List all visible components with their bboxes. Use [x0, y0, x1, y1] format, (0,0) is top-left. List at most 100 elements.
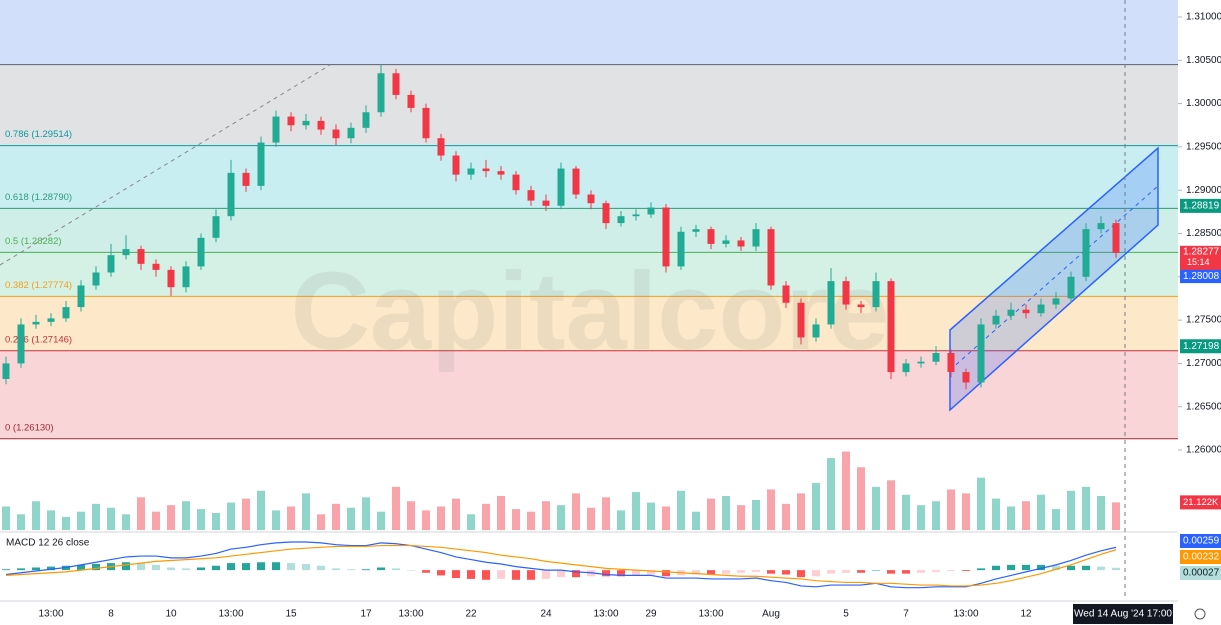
candle-body: [377, 73, 385, 113]
volume-bar: [17, 514, 25, 530]
macd-histogram: [212, 565, 220, 571]
fib-zone: [0, 252, 1178, 297]
candle-body: [1067, 276, 1075, 299]
macd-histogram: [407, 570, 415, 571]
macd-histogram: [32, 567, 40, 571]
fib-label: 0 (1.26130): [5, 422, 54, 433]
macd-histogram: [272, 562, 280, 571]
price-tag: [1180, 339, 1221, 354]
candle-body: [1112, 223, 1120, 253]
volume-bar: [182, 501, 190, 530]
macd-histogram: [842, 570, 850, 573]
crosshair-label: Wed 14 Aug '24 17:00: [1074, 609, 1172, 620]
candle-body: [32, 321, 40, 325]
volume-bar: [527, 511, 535, 530]
volume-bar: [1097, 496, 1105, 530]
volume-bar: [557, 505, 565, 530]
macd-histogram: [722, 570, 730, 574]
trend-line: [0, 64, 331, 266]
volume-bar: [1037, 494, 1045, 530]
macd-histogram: [317, 565, 325, 571]
macd-histogram: [92, 563, 100, 571]
x-tick-label: 7: [903, 609, 909, 620]
volume-bar: [692, 511, 700, 530]
macd-histogram: [707, 570, 715, 575]
volume-bar: [332, 503, 340, 530]
volume-bar: [992, 498, 1000, 530]
macd-histogram: [887, 570, 895, 574]
price-tag: [1180, 198, 1221, 213]
macd-histogram: [812, 570, 820, 577]
volume-bar: [77, 511, 85, 530]
macd-histogram: [167, 567, 175, 571]
volume-bar: [617, 510, 625, 530]
macd-histogram: [557, 570, 565, 578]
candle-body: [227, 172, 235, 217]
macd-histogram: [347, 569, 355, 571]
volume-bar: [647, 502, 655, 530]
fib-zone: [0, 64, 1178, 146]
volume-bar: [812, 482, 820, 530]
fib-label: 0.618 (1.28790): [5, 192, 72, 203]
candle-body: [2, 363, 10, 380]
candle-body: [677, 231, 685, 267]
macd-histogram: [422, 570, 430, 573]
fib-zones: 0.786 (1.29514) 0.618 (1.28790) 0.5 (1.282…: [0, 0, 1178, 440]
candle-body: [302, 120, 310, 126]
macd-histogram: [287, 563, 295, 571]
candle-body: [107, 255, 115, 273]
candle-body: [752, 229, 760, 247]
x-tick-label: 13:00: [398, 609, 423, 620]
volume-bar: [797, 493, 805, 530]
volume-bar: [782, 503, 790, 530]
volume-bar: [242, 498, 250, 530]
macd-histogram: [497, 570, 505, 579]
candle-body: [797, 302, 805, 338]
macd-histogram: [1097, 566, 1105, 571]
macd-tag: [1180, 534, 1221, 548]
macd-histogram: [647, 570, 655, 575]
candle-body: [1082, 229, 1090, 277]
candle-body: [587, 194, 595, 204]
volume-bar: [437, 506, 445, 530]
x-tick-label: 8: [108, 609, 114, 620]
candle-body: [872, 281, 880, 308]
macd-histogram: [1082, 565, 1090, 571]
macd-histogram: [542, 570, 550, 579]
macd-histogram: [482, 570, 490, 580]
fib-zone: [0, 208, 1178, 253]
x-tick-label: 12: [1020, 609, 1032, 620]
candle-body: [512, 174, 520, 191]
candle-body: [482, 168, 490, 172]
volume-bar: [212, 513, 220, 530]
y-tick-label: 1.27000: [1186, 358, 1221, 369]
volume-bar: [422, 510, 430, 530]
x-tick-label: 22: [465, 609, 477, 620]
candle-body: [1007, 309, 1015, 316]
macd-histogram: [17, 568, 25, 571]
macd-histogram: [797, 570, 805, 578]
macd-tag: [1180, 566, 1221, 580]
settings-icon[interactable]: [1194, 608, 1206, 620]
macd-histogram: [2, 569, 10, 571]
volume-bar: [707, 498, 715, 530]
volume-bar: [257, 490, 265, 530]
macd-histogram: [257, 562, 265, 571]
macd-histogram: [1112, 567, 1120, 571]
y-tick-label: 1.27500: [1186, 315, 1221, 326]
volume-bar: [902, 494, 910, 530]
volume-bar: [932, 501, 940, 530]
volume-bar: [857, 467, 865, 530]
price-tag-label: 1.28819: [1183, 201, 1220, 212]
fib-label: 0.236 (1.27146): [5, 334, 72, 345]
volume-bar: [512, 509, 520, 530]
channel-midline: [949, 185, 1159, 371]
macd-histogram: [662, 570, 670, 577]
volume-bar: [377, 511, 385, 530]
macd-histogram: [737, 570, 745, 573]
x-tick-label: 17: [360, 609, 372, 620]
y-tick-label: 1.26000: [1186, 445, 1221, 456]
candle-body: [362, 112, 370, 128]
x-tick-label: 13:00: [38, 609, 63, 620]
